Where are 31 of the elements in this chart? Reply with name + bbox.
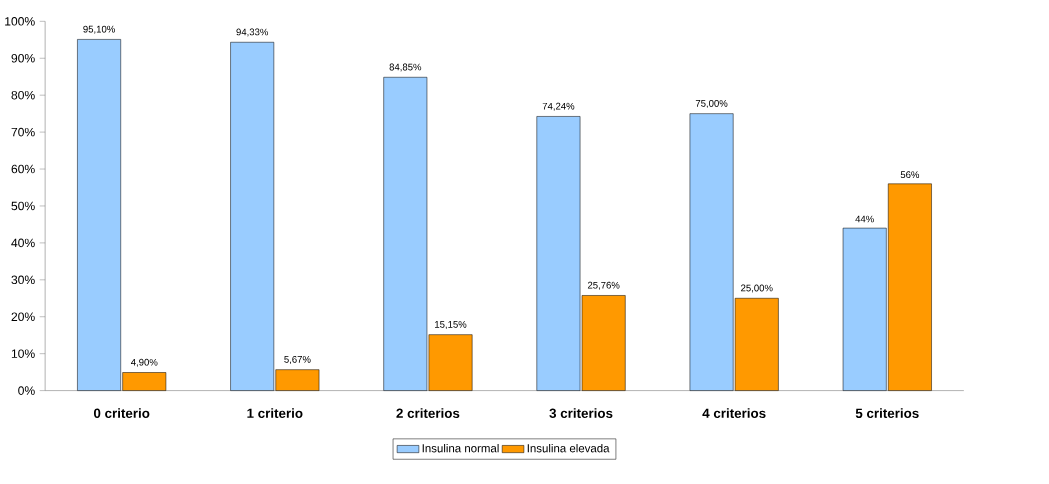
data-label: 74,24% (542, 102, 575, 111)
y-tick-label: 80% (11, 90, 35, 100)
data-label: 4,90% (130, 358, 158, 367)
x-tick-label: 1 criterio (247, 408, 303, 418)
x-tick-label: 5 criterios (855, 408, 919, 418)
data-label: 94,33% (236, 28, 269, 37)
x-tick-label: 0 criterio (93, 408, 150, 418)
y-tick-label: 30% (11, 275, 35, 285)
y-tick-label: 0% (18, 386, 35, 395)
y-tick-label: 40% (11, 238, 35, 248)
data-label: 84,85% (389, 63, 422, 72)
y-tick-label: 10% (11, 349, 35, 358)
legend-label: Insulina normal (422, 443, 499, 453)
x-tick-label: 4 criterios (702, 408, 766, 418)
y-tick-label: 90% (11, 53, 35, 63)
legend-label: Insulina elevada (527, 443, 610, 453)
y-tick-label: 70% (11, 127, 35, 137)
y-tick-label: 60% (11, 164, 35, 174)
x-tick-label: 3 criterios (549, 408, 613, 418)
data-label: 44% (855, 215, 874, 223)
data-label: 25,76% (587, 281, 620, 290)
data-label: 25,00% (741, 284, 773, 293)
data-label: 15,15% (435, 320, 467, 329)
data-label: 95,10% (83, 25, 115, 34)
x-tick-label: 2 criterios (396, 408, 460, 418)
y-tick-label: 100% (5, 16, 35, 26)
data-label: 75,00% (695, 99, 728, 108)
data-label: 56% (900, 171, 920, 178)
data-label: 5,67% (284, 355, 311, 364)
y-tick-label: 50% (11, 201, 35, 211)
y-tick-label: 20% (11, 312, 35, 321)
